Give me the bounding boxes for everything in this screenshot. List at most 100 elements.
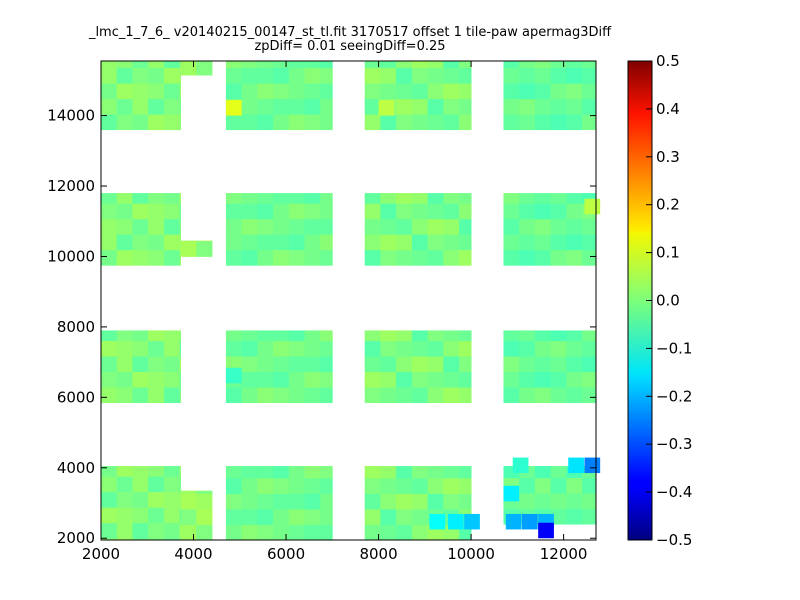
- heatmap-cell: [257, 524, 274, 541]
- heatmap-cell: [582, 83, 597, 100]
- heatmap-cell: [132, 83, 149, 100]
- heatmap-cell: [101, 356, 118, 373]
- heatmap-cell: [550, 493, 567, 510]
- heatmap-cell: [503, 234, 520, 251]
- heatmap-cell: [241, 493, 258, 510]
- heatmap-cell: [566, 98, 583, 115]
- heatmap-cell: [443, 371, 460, 388]
- heatmap-cell: [241, 356, 258, 373]
- heatmap-cell: [304, 356, 321, 373]
- colorbar-tick-label: −0.1: [656, 339, 692, 357]
- heatmap-cell: [163, 330, 181, 342]
- heatmap-cell: [257, 466, 274, 479]
- heatmap-cell: [550, 203, 567, 220]
- heatmap-cell: [163, 466, 181, 477]
- heatmap-cell: [304, 193, 321, 204]
- heatmap-cell: [180, 509, 197, 525]
- heatmap-cell: [582, 330, 597, 342]
- heatmap-cell: [148, 466, 165, 477]
- heatmap-cell: [364, 203, 381, 220]
- heatmap-cell: [241, 340, 258, 357]
- heatmap-cell: [396, 249, 413, 266]
- heatmap-cell: [459, 371, 472, 388]
- heatmap-cell: [427, 218, 444, 235]
- colorbar-tick-label: 0.4: [656, 100, 680, 118]
- heatmap-cell: [116, 218, 133, 235]
- heatmap-cell: [503, 203, 520, 220]
- heatmap-cell: [443, 61, 460, 69]
- heatmap-cell: [534, 61, 552, 69]
- heatmap-cell: [116, 83, 133, 100]
- heatmap-cell: [180, 524, 197, 541]
- heatmap-cell: [179, 218, 181, 235]
- heatmap-cell: [443, 493, 460, 510]
- heatmap-cell: [459, 234, 472, 251]
- heatmap-cell: [320, 340, 333, 357]
- heatmap-cell: [550, 466, 567, 479]
- heatmap-cell: [225, 493, 243, 510]
- heatmap-cell: [443, 356, 460, 373]
- heatmap-cell: [273, 330, 290, 342]
- heatmap-cell: [519, 61, 536, 69]
- heatmap-cell: [411, 478, 429, 494]
- heatmap-cell: [411, 371, 429, 388]
- heatmap-cell: [503, 218, 520, 235]
- heatmap-cell: [427, 387, 444, 404]
- heatmap-cell: [519, 234, 536, 251]
- heatmap-cell: [116, 249, 133, 266]
- heatmap-cell: [273, 524, 290, 541]
- heatmap-cell: [179, 507, 181, 524]
- heatmap-cell: [116, 387, 133, 404]
- heatmap-cell: [273, 493, 290, 510]
- heatmap-cell: [320, 493, 333, 510]
- heatmap-cell: [148, 522, 165, 539]
- heatmap-cell: [396, 83, 413, 100]
- heatmap-cell: [196, 240, 213, 257]
- heatmap-cell: [304, 466, 321, 479]
- heatmap-cell: [257, 371, 274, 388]
- heatmap-cell: [534, 466, 552, 479]
- heatmap-cell: [241, 67, 258, 84]
- heatmap-cell: [132, 356, 149, 373]
- heatmap-cell: [582, 493, 597, 510]
- heatmap-cell: [179, 476, 181, 493]
- heatmap-cell: [196, 240, 213, 242]
- heatmap-cell: [534, 493, 552, 510]
- heatmap-cell: [582, 218, 597, 235]
- heatmap-cell: [163, 249, 181, 266]
- heatmap-cell: [179, 330, 181, 342]
- heatmap-cell: [534, 67, 552, 84]
- heatmap-cell: [288, 356, 305, 373]
- heatmap-cell: [288, 249, 305, 266]
- heatmap-cell: [582, 371, 597, 388]
- heatmap-cell: [566, 61, 583, 69]
- heatmap-cell: [364, 466, 381, 479]
- heatmap-outlier-cell: [225, 100, 242, 116]
- heatmap-cell: [148, 491, 165, 508]
- heatmap-cell: [304, 218, 321, 235]
- heatmap-cell: [273, 203, 290, 220]
- heatmap-cell: [320, 203, 333, 220]
- heatmap-cell: [179, 193, 181, 204]
- heatmap-cell: [101, 61, 118, 69]
- heatmap-cell: [443, 203, 460, 220]
- heatmap-cell: [225, 61, 243, 69]
- heatmap-cell: [411, 509, 429, 525]
- heatmap-cell: [364, 371, 381, 388]
- heatmap-cell: [257, 493, 274, 510]
- heatmap-cell: [304, 371, 321, 388]
- heatmap-cell: [550, 356, 567, 373]
- heatmap-cell: [116, 114, 133, 131]
- heatmap-cell: [519, 330, 536, 342]
- heatmap-cell: [380, 371, 397, 388]
- heatmap-cell: [380, 330, 397, 342]
- heatmap-cell: [443, 387, 460, 404]
- heatmap-cell: [225, 249, 243, 266]
- heatmap-cell: [427, 83, 444, 100]
- heatmap-cell: [582, 477, 597, 494]
- heatmap-cell: [380, 249, 397, 266]
- heatmap-cell: [534, 330, 552, 342]
- plot-frame: [100, 60, 597, 541]
- heatmap-cell: [519, 218, 536, 235]
- heatmap-cell: [396, 466, 413, 479]
